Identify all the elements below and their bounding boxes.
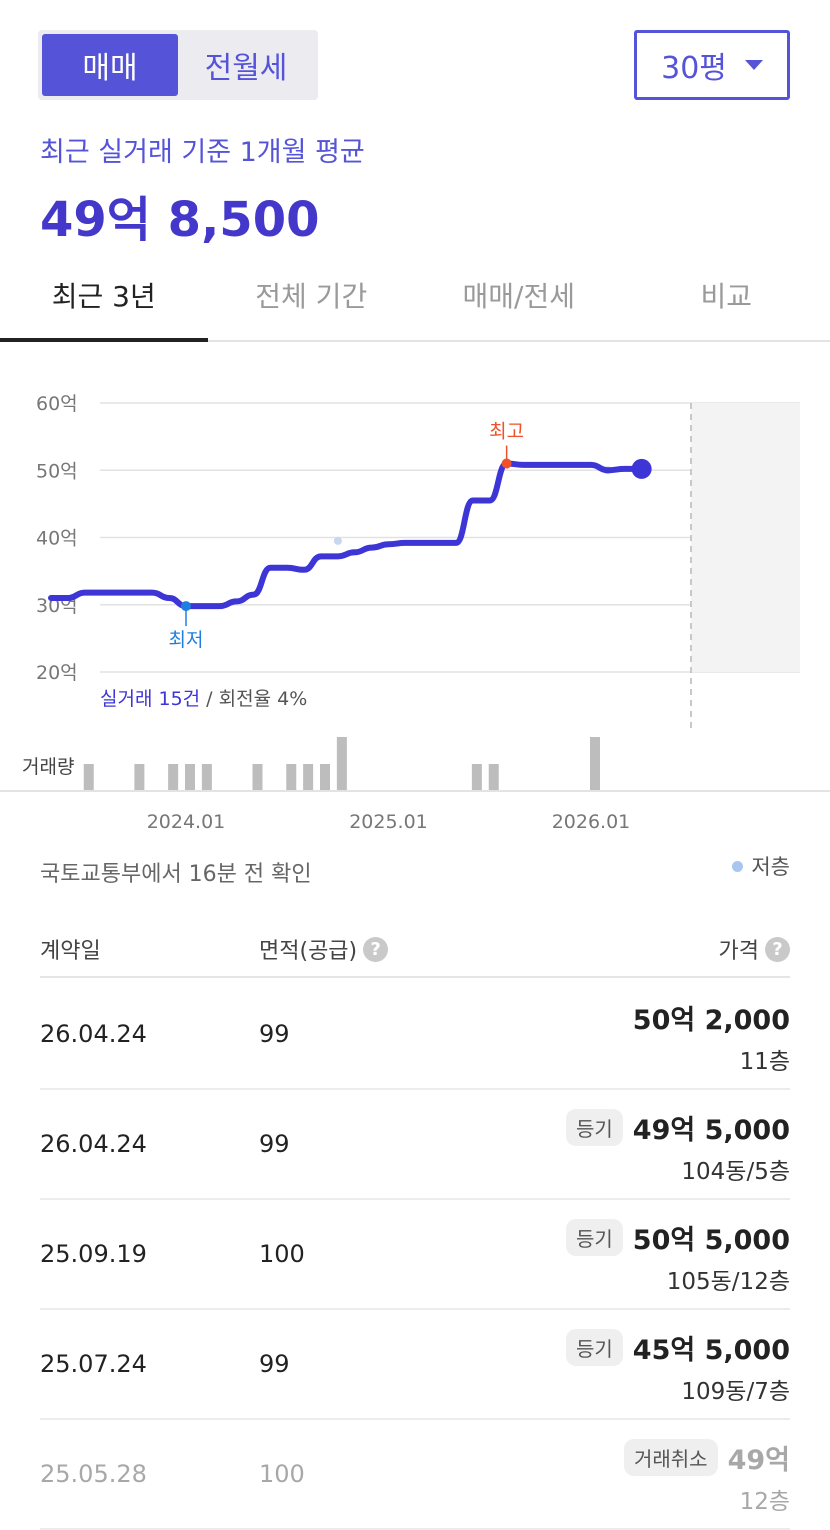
row-area: 100: [259, 1460, 305, 1488]
tab-compare[interactable]: 비교: [700, 280, 753, 313]
row-price: 등기 50억 5,000: [565, 1218, 790, 1257]
row-price: 거래취소 49억: [623, 1438, 790, 1477]
price-series-line: [48, 460, 645, 610]
volume-bar: [320, 764, 330, 791]
low-floor-point: [333, 536, 342, 545]
future-zone: [691, 403, 800, 672]
low-floor-dot-icon: [732, 860, 744, 872]
y-tick-label: 20억: [36, 662, 78, 684]
table-header: 계약일 면적(공급)? 가격?: [40, 918, 790, 978]
row-date: 26.04.24: [40, 1130, 147, 1158]
min-label: 최저: [169, 629, 204, 651]
row-badge: 등기: [565, 1329, 623, 1366]
row-amount: 50억 5,000: [632, 1225, 790, 1256]
row-area: 99: [259, 1020, 290, 1048]
help-icon[interactable]: ?: [765, 936, 790, 962]
row-badge: 등기: [565, 1219, 623, 1256]
trade-type-toggle: 매매 전월세: [38, 30, 318, 100]
row-floor: 12층: [739, 1489, 790, 1515]
y-tick-label: 60억: [36, 393, 78, 415]
x-tick-label: 2024.01: [147, 811, 226, 833]
volume-bar: [488, 764, 499, 791]
row-floor: 109동/7층: [681, 1379, 790, 1405]
y-tick-label: 50억: [36, 460, 78, 482]
row-badge: 등기: [565, 1109, 623, 1146]
volume-bar: [590, 737, 600, 791]
row-date: 25.07.24: [40, 1350, 147, 1378]
transaction-list: 26.04.24 99 50억 2,000 11층 26.04.24 99 등기…: [40, 980, 790, 1530]
max-point: [501, 458, 512, 469]
row-date: 26.04.24: [40, 1020, 147, 1048]
row-floor: 104동/5층: [681, 1159, 790, 1185]
row-price: 50억 2,000: [633, 998, 790, 1037]
row-price: 등기 49억 5,000: [565, 1108, 790, 1147]
volume-bar: [201, 764, 212, 791]
tab-buy-jeonse[interactable]: 매매/전세: [462, 280, 575, 313]
buy-tab[interactable]: 매매: [42, 34, 178, 96]
volume-bar: [168, 764, 179, 791]
y-tick-label: 40억: [36, 528, 78, 550]
chart-baseline: [0, 790, 830, 792]
row-floor: 105동/12층: [666, 1269, 790, 1295]
header-price: 가격?: [719, 933, 790, 965]
row-area: 99: [259, 1130, 290, 1158]
min-point: [181, 601, 191, 612]
caret-down-icon: [744, 60, 763, 70]
max-label: 최고: [489, 421, 524, 443]
row-amount: 49억: [727, 1445, 790, 1476]
volume-bar: [83, 764, 94, 791]
volume-bar: [252, 764, 263, 791]
update-info: 국토교통부에서 16분 전 확인: [40, 862, 312, 887]
period-tabs: 최근 3년 전체 기간 매매/전세 비교: [0, 250, 830, 342]
volume-bar: [286, 764, 297, 791]
row-badge: 거래취소: [623, 1439, 718, 1476]
row-amount: 49억 5,000: [632, 1115, 790, 1146]
volume-bar: [185, 764, 195, 791]
tab-all-period[interactable]: 전체 기간: [255, 280, 368, 313]
row-area: 99: [259, 1350, 290, 1378]
rent-tab[interactable]: 전월세: [204, 51, 288, 86]
volume-bar: [134, 764, 145, 791]
row-amount: 45억 5,000: [632, 1335, 790, 1366]
table-row[interactable]: 26.04.24 99 50억 2,000 11층: [40, 980, 790, 1090]
average-label: 최근 실거래 기준 1개월 평균: [40, 137, 365, 168]
legend: 저층: [732, 851, 790, 881]
legend-label: 저층: [751, 855, 790, 879]
volume-bar: [336, 737, 347, 791]
table-row[interactable]: 25.05.28 100 거래취소 49억 12층: [40, 1420, 790, 1530]
current-point[interactable]: [631, 458, 652, 479]
row-date: 25.09.19: [40, 1240, 147, 1268]
volume-label: 거래량: [22, 756, 74, 778]
table-row[interactable]: 25.09.19 100 등기 50억 5,000 105동/12층: [40, 1200, 790, 1310]
table-row[interactable]: 26.04.24 99 등기 49억 5,000 104동/5층: [40, 1090, 790, 1200]
average-price: 49억 8,500: [40, 192, 320, 248]
row-price: 등기 45억 5,000: [565, 1328, 790, 1367]
area-select[interactable]: 30평: [634, 30, 790, 100]
x-tick-label: 2025.01: [349, 811, 428, 833]
header-date: 계약일: [40, 939, 101, 964]
volume-bar: [303, 764, 314, 791]
trade-stats: 실거래 15건 / 회전율 4%: [100, 688, 307, 710]
volume-bar: [471, 764, 482, 791]
table-row[interactable]: 25.07.24 99 등기 45억 5,000 109동/7층: [40, 1310, 790, 1420]
header-area: 면적(공급)?: [259, 933, 389, 965]
area-select-value: 30평: [661, 51, 727, 86]
tab-recent-3y[interactable]: 최근 3년: [0, 250, 208, 342]
turnover-rate: / 회전율 4%: [200, 688, 307, 710]
trade-count: 실거래 15건: [100, 688, 200, 710]
row-amount: 50억 2,000: [632, 1005, 790, 1036]
row-floor: 11층: [739, 1049, 790, 1075]
x-tick-label: 2026.01: [552, 811, 631, 833]
row-date: 25.05.28: [40, 1460, 147, 1488]
help-icon[interactable]: ?: [363, 936, 389, 962]
row-area: 100: [259, 1240, 305, 1268]
